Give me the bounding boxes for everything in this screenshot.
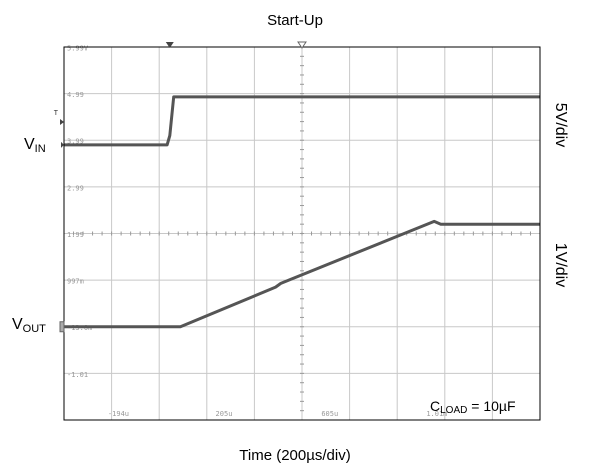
trigger-level-arrow [60, 118, 64, 125]
vin-channel-label: VIN [24, 136, 46, 155]
vout-scale-label: 1V/div [552, 242, 569, 288]
series-traces [64, 95, 540, 329]
y-tick-label: 4.99 [67, 91, 84, 99]
vin-scale-label: 5V/div [552, 102, 569, 148]
trigger-position-marker [165, 42, 174, 48]
vout-ground-marker [59, 321, 65, 333]
x-tick-label: 605u [321, 410, 338, 418]
vin-scale-box: 5V/div [530, 90, 590, 160]
chart-title: Start-Up [267, 12, 323, 29]
series-line-vout [64, 219, 540, 329]
y-tick-label: 997m [67, 277, 84, 285]
series-line-vin [64, 95, 540, 147]
y-tick-label: 3.99 [67, 138, 84, 146]
x-tick-labels: -194u 205u 605u 1.01m [108, 410, 447, 418]
vin-ground-marker [61, 141, 64, 148]
y-tick-label: -1.01 [67, 371, 88, 379]
y-tick-label: 1.99 [67, 231, 84, 239]
grid [63, 46, 541, 421]
x-tick-label: -194u [108, 410, 129, 418]
x-axis-label: Time (200µs/div) [239, 447, 351, 464]
cload-annotation: CLOAD = 10µF [430, 398, 516, 416]
trigger-level-marker: T [54, 109, 59, 117]
vout-scale-box: 1V/div [530, 230, 590, 300]
markers: T [54, 41, 307, 333]
y-tick-label: 2.99 [67, 184, 84, 192]
x-tick-label: 205u [216, 410, 233, 418]
x-tick-label: 1.01m [426, 410, 447, 418]
center-time-marker [297, 41, 307, 49]
vout-channel-label: VOUT [12, 316, 46, 335]
y-tick-label: 5.99V [67, 44, 89, 52]
